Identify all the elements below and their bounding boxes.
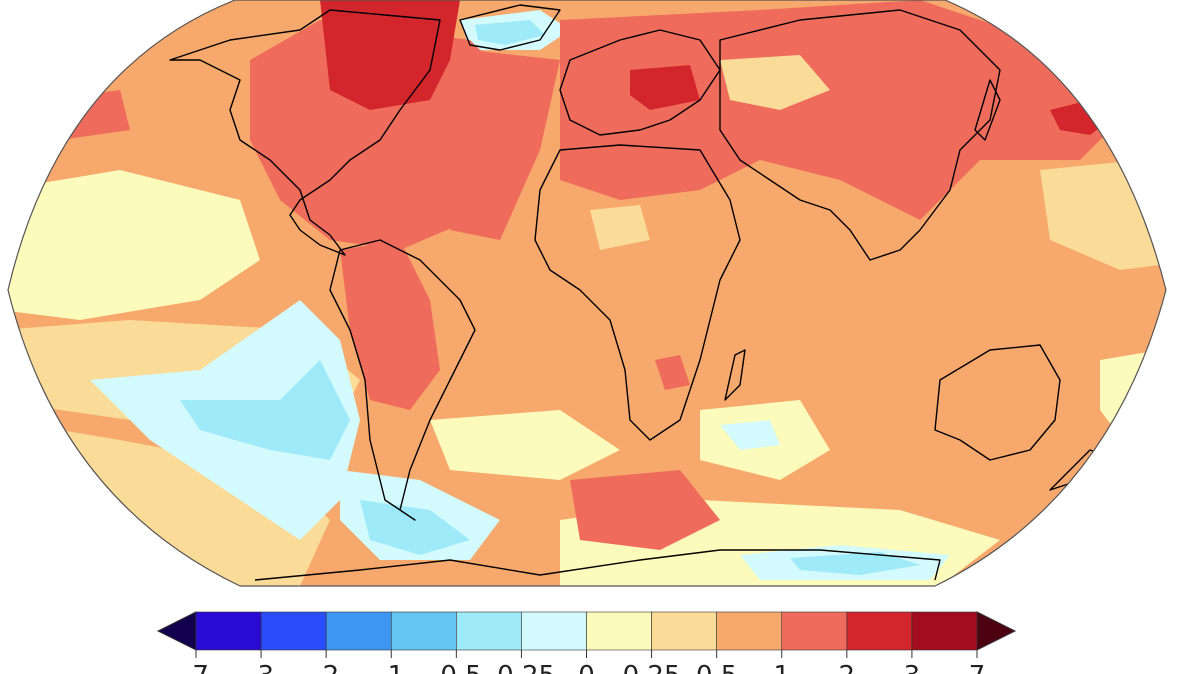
map-border (7, 0, 1167, 587)
colorbar-bin (390, 611, 457, 651)
colorbar-tick-label: -7 (183, 661, 209, 674)
colorbar-tick-label: 3 (904, 661, 921, 674)
colorbar-bin (456, 611, 522, 651)
colorbar-bin (651, 611, 717, 651)
colorbar-tick-label: -0.25 (488, 661, 555, 674)
colorbar-tick-label: 7 (969, 661, 986, 674)
colorbar-extend-low (156, 611, 197, 651)
colorbar-bin (586, 611, 652, 651)
colorbar-bin (260, 611, 327, 651)
anomaly-zone-central-asia-pale (720, 55, 830, 110)
anomaly-zone-west-pacific-pale (8, 170, 260, 320)
colorbar-bin (325, 611, 392, 651)
colorbar-graphic: -7 -3 -2 -1 -0.5 -0.25 0 0.25 0.5 1 2 3 7 (156, 611, 1017, 674)
anomaly-zone-south-pacific-cold (180, 360, 350, 460)
colorbar-bin (195, 611, 262, 651)
anomaly-zone-eurasia-warm (560, 0, 1120, 220)
anomaly-zone-sahara-pale (590, 205, 650, 250)
anomaly-zone-drake-passage-cold (360, 500, 470, 555)
antarctica-outline (254, 549, 941, 581)
world-map (7, 0, 1167, 587)
europe-outline (559, 29, 721, 136)
madagascar-outline (724, 349, 746, 401)
anomaly-zone-indian-ocean-cool (720, 420, 780, 450)
anomaly-zone-east-europe-hot (630, 65, 700, 110)
colorbar-tick-label: 2 (839, 661, 856, 674)
anomaly-zone-east-australia-pale (1100, 350, 1166, 450)
north-america-outline (169, 9, 441, 256)
temperature-anomaly-map (7, 0, 1167, 587)
anomaly-zone-southern-africa-warm (655, 355, 690, 390)
anomaly-zone-south-atlantic-pale (430, 410, 620, 480)
colorbar-tick-label: 0 (578, 661, 595, 674)
colorbar-tick-label: 0.5 (696, 661, 737, 674)
colorbar-bin (716, 611, 783, 651)
colorbar-bin (521, 611, 587, 651)
colorbar-tick-label: 1 (773, 661, 790, 674)
anomaly-zone-greenland-cold (475, 20, 545, 45)
africa-outline (534, 144, 741, 441)
colorbar-tick-label: -0.5 (431, 661, 482, 674)
coastlines (169, 4, 1106, 581)
colorbar-tick-label: -1 (378, 661, 404, 674)
colorbar-bin (846, 611, 913, 651)
colorbar-bin (911, 611, 978, 651)
anomaly-zone-atlantic-warm (450, 50, 560, 240)
anomaly-zone-south-america-warm (340, 240, 440, 410)
australia-outline (934, 344, 1061, 461)
anomaly-zone-antarctic-cold (790, 552, 920, 575)
colorbar-tick-label: -2 (313, 661, 339, 674)
colorbar-tick-label: 0.25 (623, 661, 681, 674)
anomaly-zone-north-america-warm (250, 20, 520, 250)
colorbar-tick-label: -3 (248, 661, 274, 674)
asia-outline (719, 9, 1001, 261)
south-america-outline (329, 239, 476, 521)
anomaly-zone-canada-hot (320, 0, 460, 110)
colorbar-extend-high (976, 611, 1017, 651)
anomaly-field (8, 0, 1166, 586)
anomaly-zone-south-atlantic-warm (570, 470, 720, 550)
japan-outline (974, 79, 1001, 141)
colorbar: -7 -3 -2 -1 -0.5 -0.25 0 0.25 0.5 1 2 3 7 (0, 600, 1199, 674)
greenland-outline (459, 4, 561, 51)
colorbar-bin (781, 611, 848, 651)
